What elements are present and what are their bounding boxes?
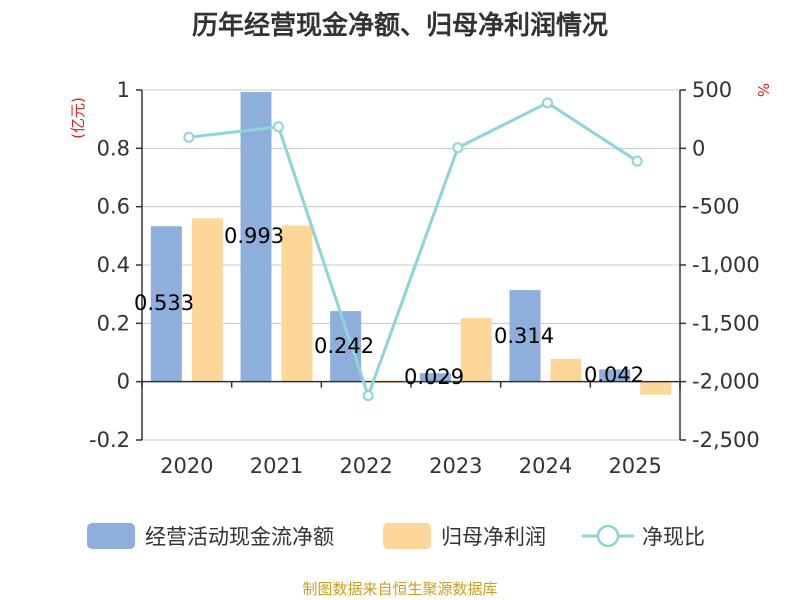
right-tick-label-5: -2,000 [692,370,760,394]
source-note: 制图数据来自恒生聚源数据库 [302,580,497,598]
cashflow-label-2021: 0.993 [224,224,284,248]
left-tick-label-4: 0.2 [97,311,130,335]
data-labels: 0.533 0.993 0.242 0.029 0.314 0.042 [134,224,644,389]
ratio-line [183,97,643,402]
profit-bar-2023 [460,318,492,382]
right-tick-label-2: -500 [692,195,740,219]
left-tick-label-1: 0.8 [97,136,130,160]
ratio-point-2020 [183,131,195,143]
legend-ratio-label[interactable]: 净现比 [642,525,705,549]
right-tick-label-6: -2,500 [692,428,760,452]
ratio-point-2021 [273,121,284,133]
x-tick-label-2023: 2023 [429,454,482,478]
cashflow-label-2024: 0.314 [494,324,554,348]
left-tick-label-5: 0 [117,370,130,394]
legend-cashflow-label[interactable]: 经营活动现金流净额 [145,525,334,549]
ratio-polyline [188,101,638,401]
legend-profit-swatch[interactable] [383,523,431,549]
chart-title: 历年经营现金净额、归母净利润情况 [192,10,608,41]
ratio-point-2024 [542,97,553,109]
cashflow-label-2022: 0.242 [314,334,374,358]
ratio-point-2025 [631,155,643,167]
x-tick-label-2025: 2025 [608,454,661,478]
ratio-point-2022 [362,390,374,402]
left-tick-label-6: -0.2 [89,428,130,452]
cashflow-bar-2023 [419,373,451,382]
legend-cashflow-swatch[interactable] [87,523,135,549]
right-tick-label-3: -1,000 [692,253,760,277]
right-tick-label-1: 0 [692,136,705,160]
cashflow-bar-2020 [150,226,182,382]
legend-ratio-marker[interactable] [596,524,620,548]
right-tick-label-0: 500 [692,78,732,102]
x-tick-label-2020: 2020 [160,454,213,478]
left-axis-unit: (亿元) [69,97,87,139]
x-tick-label-2021: 2021 [250,454,303,478]
right-tick-label-4: -1,500 [692,311,760,335]
left-tick-label-2: 0.6 [97,195,130,219]
profit-bar-2025 [640,381,672,395]
legend[interactable]: 经营活动现金流净额 归母净利润 净现比 [87,523,705,549]
x-tick-label-2022: 2022 [339,454,392,478]
legend-profit-label[interactable]: 归母净利润 [441,525,546,549]
cashflow-label-2020: 0.533 [134,291,194,315]
cashflow-bar-2024 [509,290,541,382]
cashflow-bar-2021 [240,92,272,382]
left-tick-label-3: 0.4 [97,253,130,277]
bars [150,92,672,395]
profit-bar-2021 [281,225,313,382]
cashflow-label-2025: 0.042 [584,363,644,387]
cashflow-bar-2025 [599,369,631,382]
x-tick-label-2024: 2024 [519,454,572,478]
cashflow-bar-2022 [330,311,362,382]
profit-bar-2020 [191,218,223,382]
axes: 1 0.8 0.6 0.4 0.2 0 -0.2 500 0 -500 -1,000 -1,500 -2… [89,78,760,478]
ratio-point-2023 [452,142,464,154]
profit-bar-2024 [550,358,582,382]
right-axis-unit: % [754,83,772,97]
cashflow-label-2023: 0.029 [404,365,464,389]
left-tick-label-0: 1 [117,78,130,102]
